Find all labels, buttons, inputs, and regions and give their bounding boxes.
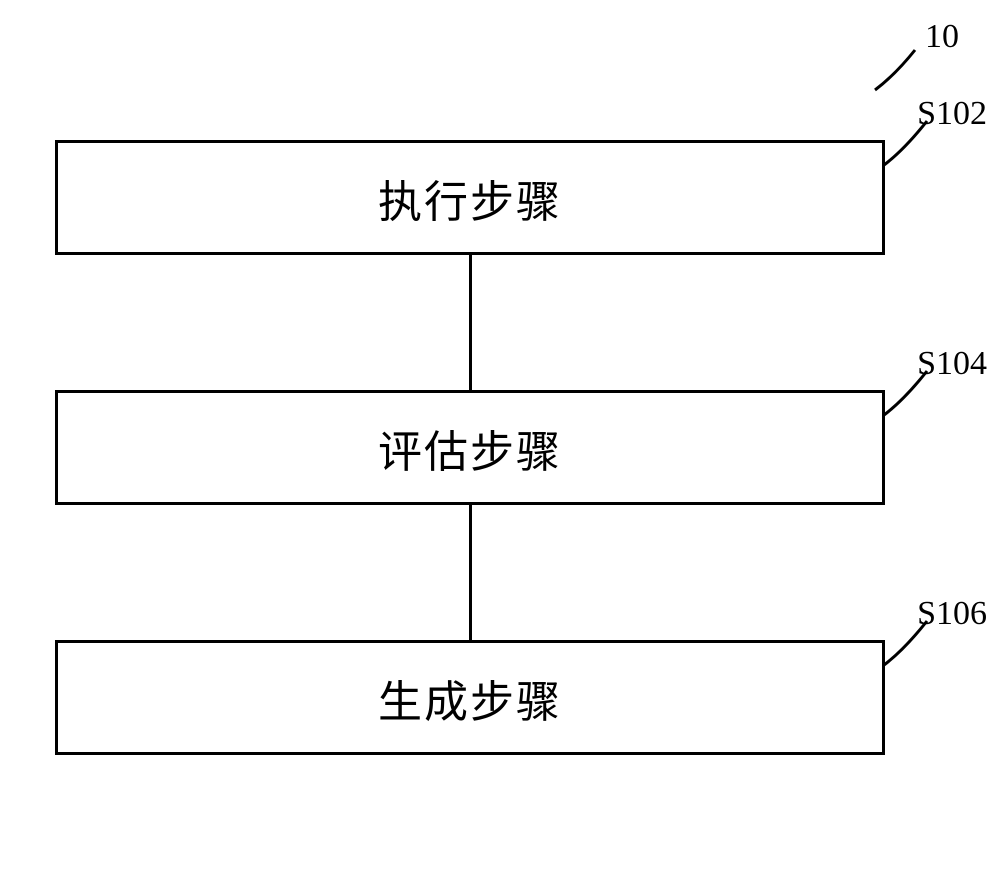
step-box-3: 生成步骤 S106 bbox=[55, 640, 885, 755]
callout-label: S106 bbox=[917, 595, 987, 633]
connector-line bbox=[469, 255, 472, 390]
callout-label: S102 bbox=[917, 95, 987, 133]
flowchart-container: 执行步骤 S102 评估步骤 S104 生成步骤 S106 bbox=[55, 140, 885, 755]
step-box-1: 执行步骤 S102 bbox=[55, 140, 885, 255]
figure-number-label: 10 bbox=[925, 18, 959, 56]
step-text: 评估步骤 bbox=[378, 416, 562, 480]
step-box-2: 评估步骤 S104 bbox=[55, 390, 885, 505]
figure-number-arc bbox=[870, 45, 925, 100]
callout-label: S104 bbox=[917, 345, 987, 383]
step-text: 执行步骤 bbox=[378, 166, 562, 230]
step-text: 生成步骤 bbox=[378, 666, 562, 730]
connector-line bbox=[469, 505, 472, 640]
